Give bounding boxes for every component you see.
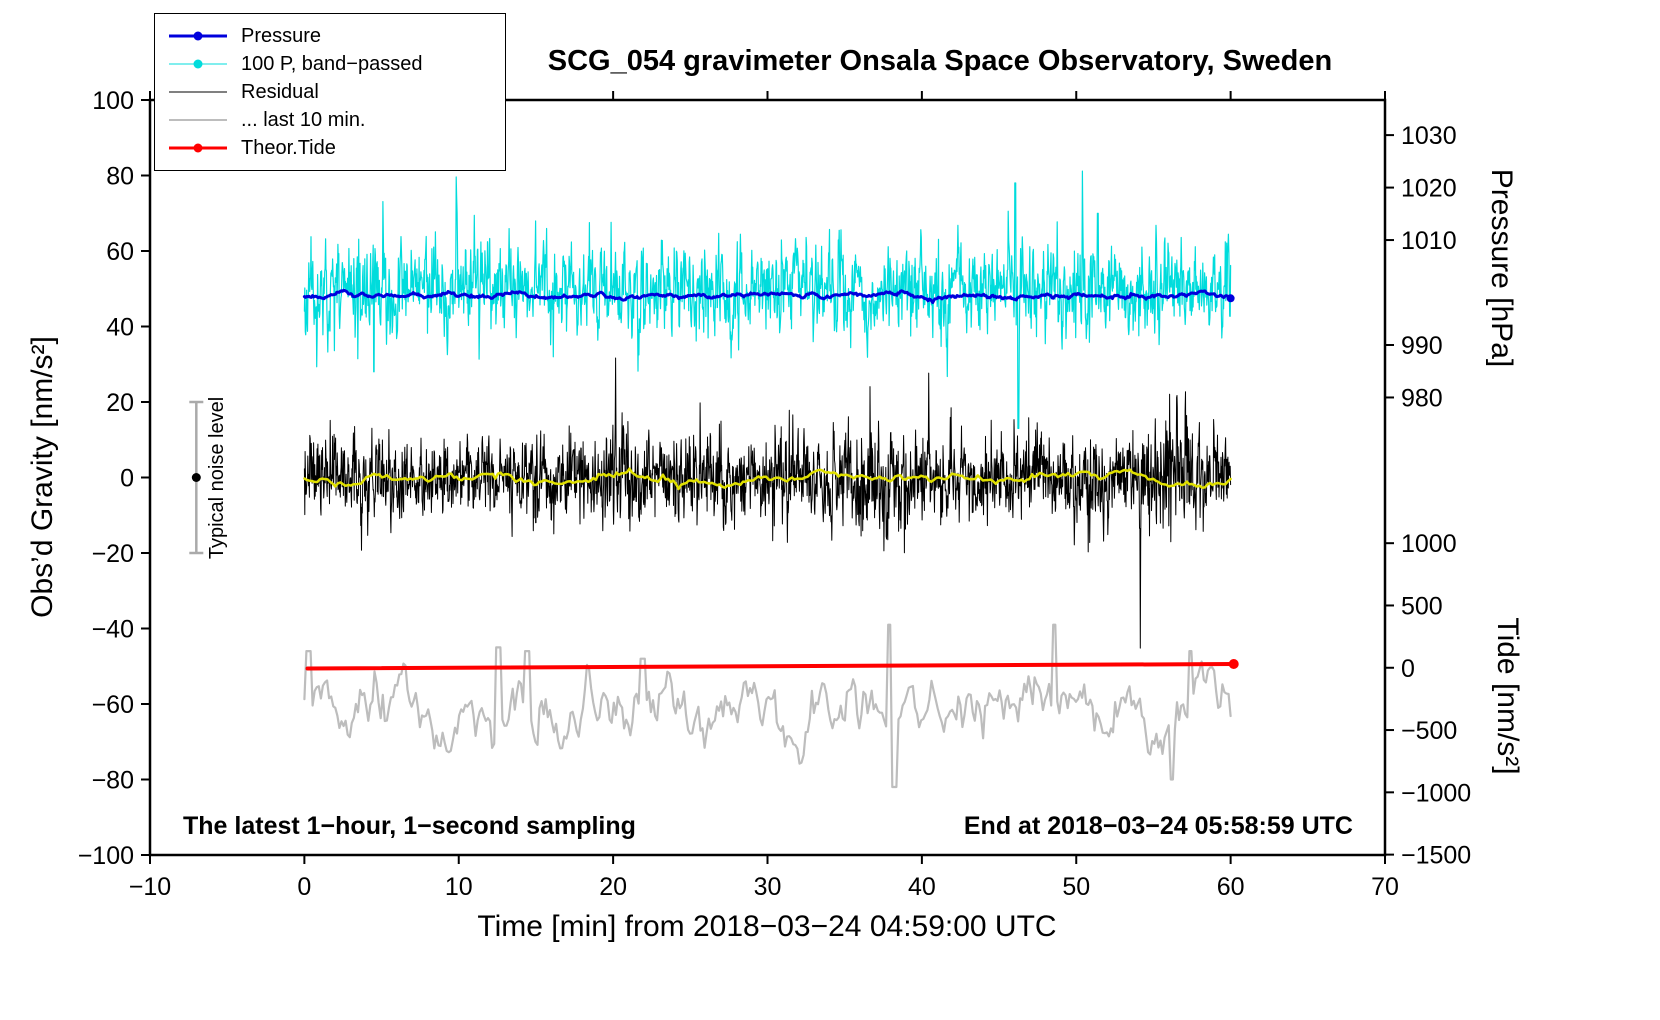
y-tick-label-pressure: 1010 [1401,227,1457,255]
legend-item-residual: Residual [169,78,505,106]
y-tick-label-gravity: −80 [92,767,134,795]
series-residual-smoothed-line [303,467,1232,491]
x-tick-label: 10 [445,873,473,901]
legend-swatch-icon [169,106,227,134]
legend-item-theor-tide: Theor.Tide [169,134,505,162]
legend-label: Pressure [241,24,322,47]
y-tick-label-pressure: 980 [1401,384,1443,412]
series-theor-tide-end-marker [1228,658,1239,669]
legend-item-pressure: Pressure [169,22,505,50]
y-tick-label-gravity: −20 [92,540,134,568]
x-tick-label: 70 [1371,873,1399,901]
end-time-note: End at 2018−03−24 05:58:59 UTC [963,812,1353,840]
y-tick-label-tide: 500 [1401,592,1443,620]
series-residual-line [303,357,1232,649]
x-tick-label: −10 [129,873,171,901]
y-tick-label-gravity: 20 [106,389,134,417]
y-tick-label-gravity: −40 [92,616,134,644]
series-pressure-end-marker [1226,294,1235,303]
x-tick-label: 0 [297,873,311,901]
y-tick-label-gravity: 100 [92,87,134,115]
legend-item-100-p-band-passed: 100 P, band−passed [169,50,505,78]
sampling-note: The latest 1−hour, 1−second sampling [183,812,636,840]
series-theor-tide-line [305,662,1236,671]
chart-title: SCG_054 gravimeter Onsala Space Observat… [547,45,1333,77]
legend-item-last-10-min: ... last 10 min. [169,106,505,134]
y-tick-label-pressure: 1030 [1401,122,1457,150]
y-tick-label-tide: −1500 [1401,842,1471,870]
x-tick-label: 20 [599,873,627,901]
y-axis-label-gravity: Obs’d Gravity [nm/s²] [26,336,59,618]
legend-label: ... last 10 min. [241,108,366,131]
y-tick-label-gravity: 40 [106,314,134,342]
y-tick-label-tide: 1000 [1401,530,1457,558]
y-tick-label-gravity: 60 [106,238,134,266]
legend: Pressure 100 P, band−passed Residual ... la… [154,13,506,171]
legend-label: Theor.Tide [241,136,336,159]
legend-swatch-icon [169,22,227,50]
y-axis-label-tide: Tide [nm/s²] [1491,617,1524,775]
y-tick-label-gravity: −100 [78,842,134,870]
series-pressure-line [302,288,1233,305]
series-last-10-min-line [303,623,1232,789]
y-tick-label-pressure: 990 [1401,332,1443,360]
series-100-p-band-passed-line [303,170,1232,429]
legend-swatch-icon [169,50,227,78]
legend-label: Residual [241,80,319,103]
y-tick-label-gravity: −60 [92,691,134,719]
y-tick-label-gravity: 80 [106,163,134,191]
y-tick-label-pressure: 1020 [1401,175,1457,203]
x-axis-label: Time [min] from 2018−03−24 04:59:00 UTC [477,910,1057,943]
x-tick-label: 40 [908,873,936,901]
y-tick-label-tide: −500 [1401,717,1457,745]
legend-label: 100 P, band−passed [241,52,423,75]
y-tick-label-gravity: 0 [120,465,134,493]
legend-swatch-icon [169,78,227,106]
x-tick-label: 50 [1062,873,1090,901]
x-tick-label: 60 [1217,873,1245,901]
y-tick-label-tide: −1000 [1401,779,1471,807]
x-tick-label: 30 [754,873,782,901]
legend-swatch-icon [169,134,227,162]
y-axis-label-pressure: Pressure [hPa] [1485,168,1518,368]
noise-bar-center-dot [191,473,201,482]
noise-level-label: Typical noise level [206,396,228,560]
y-tick-label-tide: 0 [1401,655,1415,683]
